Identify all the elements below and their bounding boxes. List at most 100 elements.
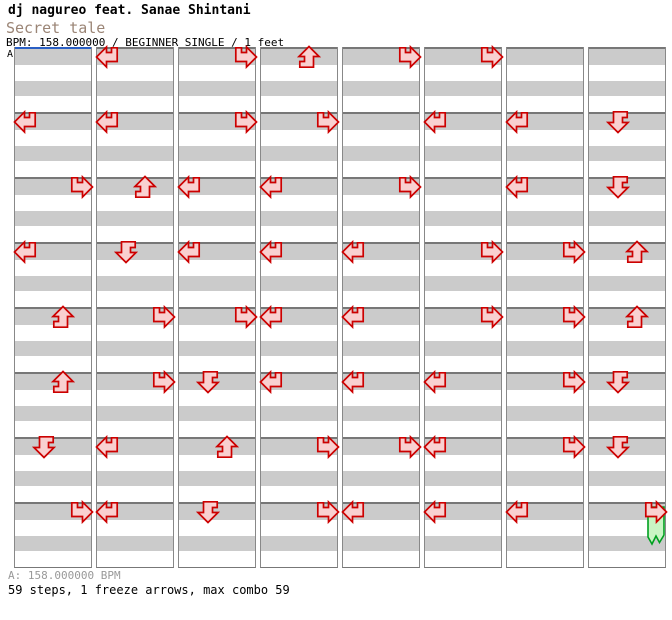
beat-row (507, 340, 583, 357)
column-1-measure-5 (15, 305, 91, 372)
beat-row (507, 80, 583, 97)
beat-row (97, 551, 173, 567)
beat-row (425, 535, 501, 552)
beat-row (261, 226, 337, 242)
beat-row (343, 129, 419, 146)
note-arrow-left-icon (94, 44, 119, 69)
beat-row (507, 275, 583, 292)
beat-row (589, 340, 665, 357)
beat-row (15, 291, 91, 307)
beat-row (507, 324, 583, 341)
column-8-measure-2 (589, 110, 665, 177)
chart-column-2 (94, 44, 176, 568)
note-arrow-left-icon (258, 174, 283, 199)
beat-row (343, 389, 419, 406)
beat-row (97, 389, 173, 406)
column-7-measure-3 (504, 174, 583, 242)
beat-row (97, 194, 173, 211)
beat-row (97, 210, 173, 227)
note-arrow-up-icon (296, 45, 321, 69)
beat-row (589, 454, 665, 471)
note-arrow-left-icon (422, 369, 447, 394)
beat-row (343, 551, 419, 567)
note-arrow-right-icon (316, 499, 340, 524)
column-6-measure-5 (425, 304, 504, 372)
note-arrow-left-icon (258, 304, 283, 329)
beat-row (261, 194, 337, 211)
beat-row (97, 145, 173, 162)
note-arrow-right-icon (234, 304, 258, 329)
beat-row (589, 291, 665, 307)
column-4-measure-1 (261, 45, 337, 112)
column-1-measure-6 (15, 370, 91, 437)
chart-column-1 (12, 47, 94, 568)
artist-name: dj nagureo feat. Sanae Shintani (8, 3, 251, 18)
note-arrow-left-icon (176, 239, 201, 264)
beat-row (343, 356, 419, 372)
bpm-footnote: A: 158.000000 BPM (8, 569, 121, 582)
column-4-measure-2 (261, 109, 340, 177)
beat-row (343, 519, 419, 536)
beat-row (15, 96, 91, 112)
column-2-measure-6 (97, 369, 176, 437)
column-6-measure-3 (425, 177, 501, 242)
note-arrow-down-icon (113, 240, 138, 264)
beat-row (97, 454, 173, 471)
column-6-measure-2 (422, 109, 501, 177)
beat-row (15, 421, 91, 437)
beat-row (425, 356, 501, 372)
note-arrow-right-icon (562, 434, 586, 459)
beat-row (507, 519, 583, 536)
beat-row (507, 226, 583, 242)
column-1-measure-7 (15, 435, 91, 502)
beat-row (425, 291, 501, 307)
beat-row (179, 145, 255, 162)
beat-row (15, 535, 91, 552)
beat-row (507, 194, 583, 211)
column-3-measure-5 (179, 304, 258, 372)
column-1-measure-4 (12, 239, 91, 307)
column-4-measure-7 (261, 434, 340, 502)
beat-row (97, 64, 173, 81)
beat-row (425, 454, 501, 471)
beat-row (261, 470, 337, 487)
beat-row (261, 129, 337, 146)
beat-row (425, 551, 501, 567)
beat-row (179, 535, 255, 552)
beat-row (425, 145, 501, 162)
beat-row (261, 161, 337, 177)
note-arrow-right-icon (316, 109, 340, 134)
column-3-measure-3 (176, 174, 255, 242)
column-3-measure-2 (179, 109, 258, 177)
column-3-measure-4 (176, 239, 255, 307)
beat-row (425, 275, 501, 292)
beat-row (343, 486, 419, 502)
beat-row (589, 551, 665, 567)
beat-row (15, 405, 91, 422)
beat-row (15, 275, 91, 292)
beat-row (343, 275, 419, 292)
beat-row (261, 145, 337, 162)
beat-row (589, 49, 665, 65)
beat-row (179, 519, 255, 536)
beat-row (261, 210, 337, 227)
beat-row (97, 129, 173, 146)
column-5-measure-5 (340, 304, 419, 372)
chart-column-7 (504, 47, 586, 568)
column-7-measure-8 (504, 499, 583, 567)
note-arrow-left-icon (422, 109, 447, 134)
step-chart (12, 44, 670, 568)
beat-row (261, 454, 337, 471)
beat-row (589, 356, 665, 372)
beat-row (589, 96, 665, 112)
beat-row (425, 389, 501, 406)
note-arrow-left-icon (422, 499, 447, 524)
note-arrow-down-icon (195, 500, 220, 524)
column-6-measure-8 (422, 499, 501, 567)
note-arrow-up-icon (132, 175, 157, 199)
beat-row (15, 194, 91, 211)
note-arrow-left-icon (422, 434, 447, 459)
beat-row (261, 551, 337, 567)
beat-row (179, 64, 255, 81)
note-arrow-right-icon (562, 369, 586, 394)
